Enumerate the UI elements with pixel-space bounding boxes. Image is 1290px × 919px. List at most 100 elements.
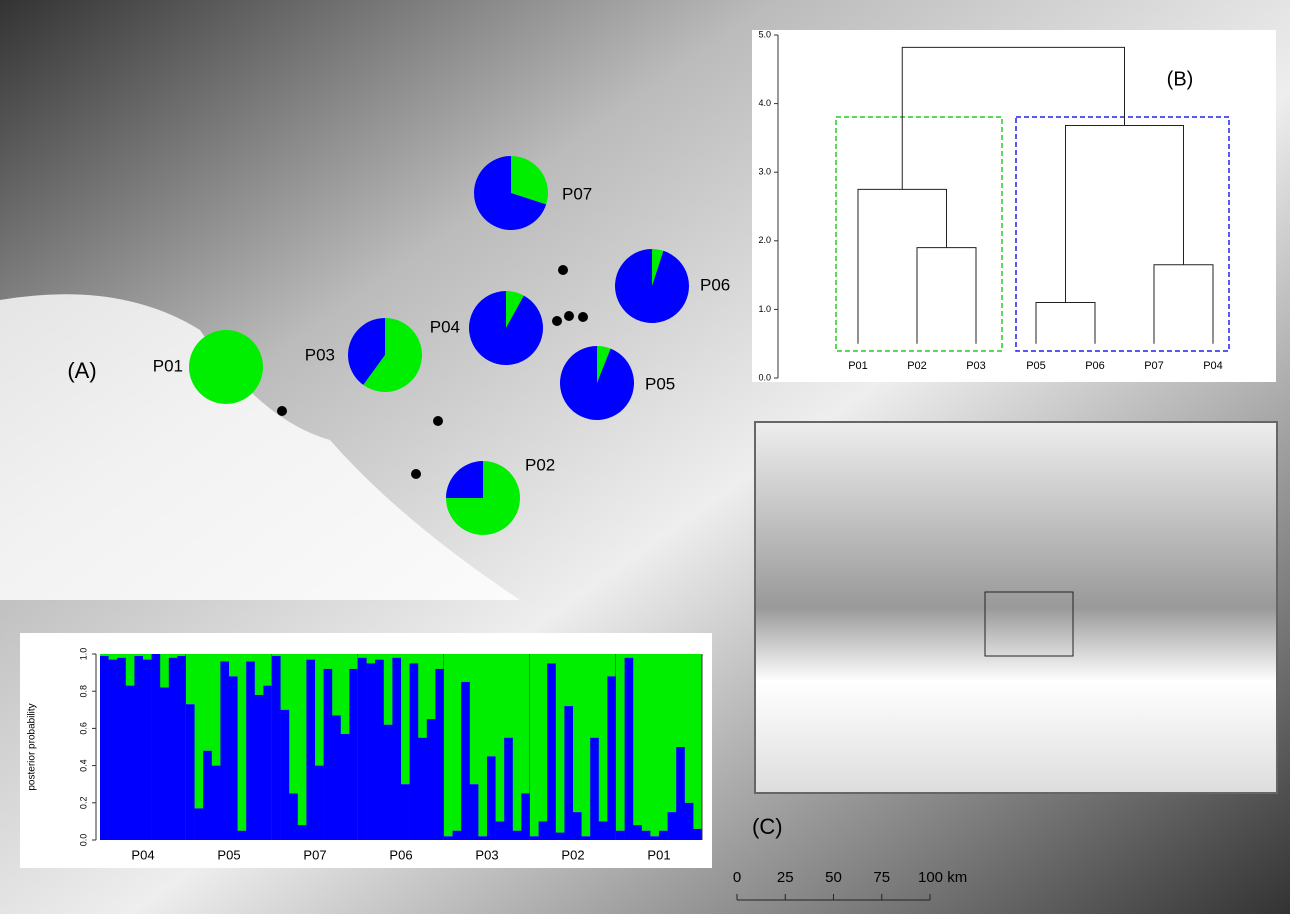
ancestry-bar	[693, 829, 702, 840]
ancestry-green	[117, 654, 126, 658]
ancestry-green	[418, 654, 427, 738]
ancestry-green	[134, 654, 143, 656]
ancestry-bar	[246, 661, 255, 840]
ancestry-green	[616, 654, 625, 831]
ancestry-green	[504, 654, 513, 738]
ancestry-bar	[100, 656, 109, 840]
y-tick-label: 0.8	[78, 685, 88, 698]
ancestry-bar	[470, 784, 479, 840]
ancestry-green	[384, 654, 393, 725]
ancestry-bar	[169, 658, 178, 840]
ancestry-green	[496, 654, 505, 821]
ancestry-green	[633, 654, 642, 825]
ancestry-bar	[539, 821, 548, 840]
pie-slice	[469, 291, 543, 365]
ancestry-green	[126, 654, 135, 686]
scale-label: 100 km	[918, 869, 967, 886]
figure: (A) P07P06P04P05P03P01P02 (B) 0.01.02.03…	[0, 0, 1290, 914]
y-tick-label: 0.0	[758, 372, 771, 382]
ancestry-green	[539, 654, 548, 821]
ancestry-bar	[461, 682, 470, 840]
ancestry-green	[332, 654, 341, 715]
ancestry-bar	[203, 751, 212, 840]
ancestry-bar	[349, 669, 358, 840]
ancestry-green	[203, 654, 212, 751]
ancestry-bar	[530, 836, 539, 840]
ancestry-green	[109, 654, 118, 660]
scale-label: 50	[825, 869, 842, 886]
pie-label: P04	[430, 317, 460, 336]
ancestry-green	[100, 654, 109, 656]
ancestry-green	[255, 654, 264, 695]
ancestry-green	[435, 654, 444, 669]
leaf-label: P04	[1203, 360, 1223, 372]
ancestry-bar	[375, 660, 384, 840]
ancestry-bar	[109, 660, 118, 840]
ancestry-bar	[229, 676, 238, 840]
y-tick-label: 2.0	[758, 235, 771, 245]
group-label: P05	[217, 847, 240, 862]
ancestry-green	[547, 654, 556, 663]
panel-label: (C)	[752, 814, 783, 839]
leaf-label: P03	[966, 360, 986, 372]
group-label: P02	[561, 847, 584, 862]
ancestry-bar	[263, 686, 272, 840]
ancestry-green	[513, 654, 522, 831]
ancestry-bar	[143, 660, 152, 840]
y-axis-title: posterior probability	[27, 703, 38, 790]
y-tick-label: 0.6	[78, 722, 88, 735]
ancestry-bar	[513, 831, 522, 840]
pie-slice	[615, 249, 689, 323]
y-tick-label: 0.4	[78, 759, 88, 772]
ancestry-green	[177, 654, 186, 656]
leaf-label: P02	[907, 360, 927, 372]
scale-label: 25	[777, 869, 794, 886]
ancestry-bar	[504, 738, 513, 840]
ancestry-bar	[685, 803, 694, 840]
ancestry-bar	[126, 686, 135, 840]
ancestry-bar	[556, 833, 565, 840]
ancestry-green	[358, 654, 367, 658]
ancestry-bar	[134, 656, 143, 840]
ancestry-bar	[220, 661, 229, 840]
ancestry-green	[642, 654, 651, 831]
ancestry-green	[195, 654, 204, 808]
ancestry-green	[599, 654, 608, 821]
ancestry-bar	[152, 654, 161, 840]
ancestry-bar	[212, 766, 221, 840]
ancestry-green	[625, 654, 634, 658]
ancestry-bar	[435, 669, 444, 840]
ancestry-green	[367, 654, 376, 663]
ancestry-green	[590, 654, 599, 738]
ancestry-green	[220, 654, 229, 661]
ancestry-green	[650, 654, 659, 836]
ancestry-bar	[418, 738, 427, 840]
ancestry-green	[668, 654, 677, 812]
ancestry-green	[315, 654, 324, 766]
ancestry-bar	[453, 831, 462, 840]
ancestry-bar	[590, 738, 599, 840]
ancestry-green	[427, 654, 436, 719]
ancestry-green	[564, 654, 573, 706]
ancestry-bar	[676, 747, 685, 840]
group-label: P06	[389, 847, 412, 862]
pie-label: P06	[700, 275, 730, 294]
ancestry-bar	[625, 658, 634, 840]
ancestry-bar	[384, 725, 393, 840]
ancestry-green	[324, 654, 333, 669]
ancestry-green	[169, 654, 178, 658]
ancestry-green	[461, 654, 470, 682]
ancestry-bar	[659, 831, 668, 840]
ancestry-bar	[521, 794, 530, 841]
ancestry-bar	[117, 658, 126, 840]
pie-label: P02	[525, 455, 555, 474]
ancestry-bar	[564, 706, 573, 840]
ancestry-bar	[324, 669, 333, 840]
ancestry-green	[556, 654, 565, 833]
y-tick-label: 4.0	[758, 98, 771, 108]
ancestry-bar	[401, 784, 410, 840]
ancestry-bar	[238, 831, 247, 840]
ancestry-green	[298, 654, 307, 825]
y-tick-label: 5.0	[758, 29, 771, 39]
ancestry-bar	[650, 836, 659, 840]
